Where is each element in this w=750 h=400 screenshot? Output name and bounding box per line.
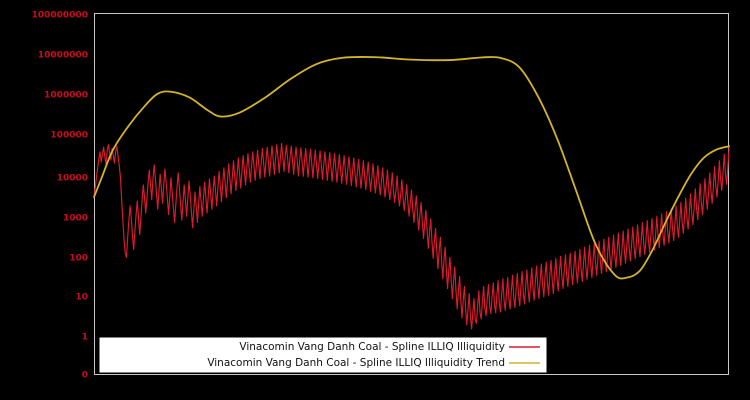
trend-line-illiquidity: [93, 56, 730, 280]
legend[interactable]: Vinacomin Vang Danh Coal - Spline ILLIQ …: [99, 337, 547, 373]
y-tick-label: 10: [75, 293, 88, 303]
y-tick-label: 10000000: [38, 51, 88, 61]
y-tick-label: 0: [82, 371, 88, 381]
y-axis-tick-labels: 1000000001000000010000001000001000010001…: [32, 11, 88, 381]
legend-label-illiquidity: Vinacomin Vang Danh Coal - Spline ILLIQ …: [239, 341, 505, 353]
y-tick-label: 1000000: [44, 91, 88, 101]
y-tick-label: 1000: [63, 214, 88, 224]
series-line-illiquidity: [93, 142, 730, 330]
y-tick-label: 1: [82, 333, 88, 343]
legend-label-illiquidity-trend: Vinacomin Vang Danh Coal - Spline ILLIQ …: [207, 357, 505, 369]
y-tick-label: 100000000: [32, 11, 88, 21]
y-tick-label: 100: [69, 254, 88, 264]
y-tick-label: 10000: [57, 174, 88, 184]
y-tick-label: 100000: [50, 131, 88, 141]
legend-background: [99, 337, 547, 373]
plot-series-group: [93, 56, 730, 330]
